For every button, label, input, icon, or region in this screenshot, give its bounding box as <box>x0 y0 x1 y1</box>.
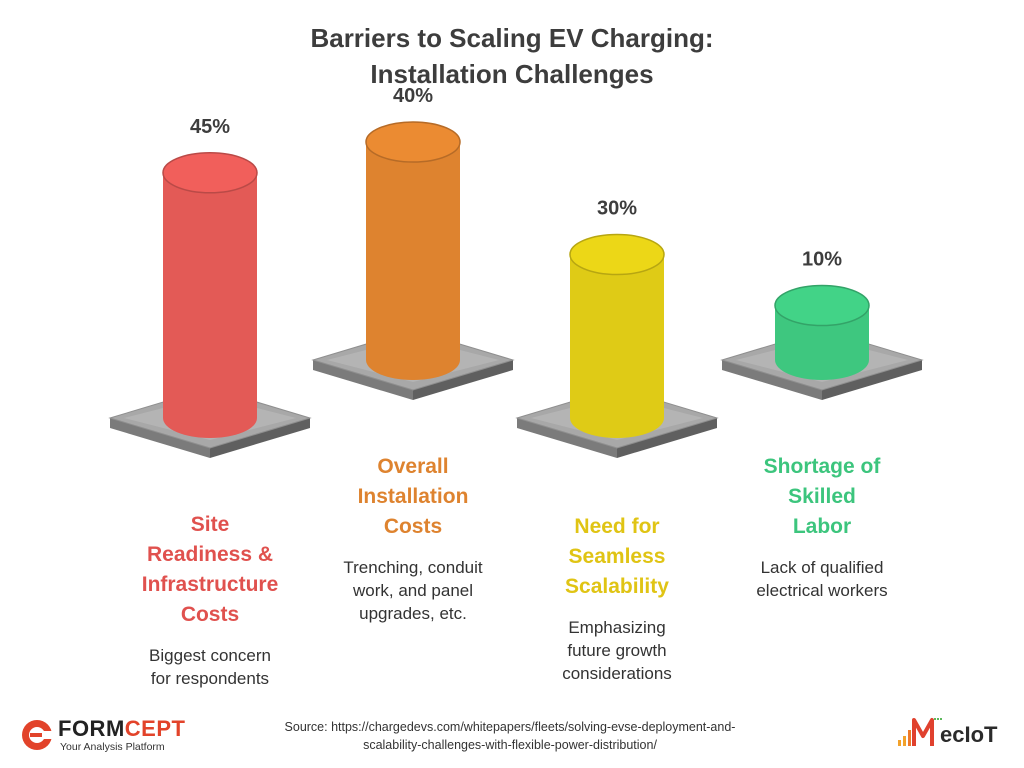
category-label-line: Shortage of <box>763 455 881 478</box>
category-label: Need for Seamless Scalability <box>517 512 717 602</box>
formcept-brand: FORMCEPT <box>58 716 185 742</box>
category-description: Biggest concern for respondents <box>110 644 310 690</box>
category-description: Trenching, conduit work, and panel upgrade… <box>313 556 513 625</box>
formcept-tagline: Your Analysis Platform <box>60 741 165 753</box>
plinth-side-left <box>313 360 413 400</box>
formcept-logo: FORMCEPT Your Analysis Platform <box>20 716 200 756</box>
bar-top <box>569 233 665 276</box>
category-label-line: Need for <box>574 515 660 538</box>
source-note: Source: https://chargedevs.com/whitepape… <box>230 718 790 754</box>
plinth-side-left <box>722 360 822 400</box>
category-description-line: future growth <box>567 641 667 660</box>
title-line-2: Installation Challenges <box>370 59 654 89</box>
category-label-line: Readiness & <box>146 543 274 566</box>
category-description: Emphasizing future growth considerations <box>517 616 717 685</box>
category-description-line: considerations <box>562 664 672 683</box>
category-label-line: Labor <box>792 515 852 538</box>
category-description-line: Trenching, conduit <box>343 558 483 577</box>
bar-body <box>570 254 664 438</box>
bar-body <box>775 305 869 380</box>
category-description-line: for respondents <box>150 669 270 688</box>
value-label: 45% <box>190 116 230 138</box>
category-description-line: Emphasizing <box>568 618 666 637</box>
category-label-line: Skilled <box>788 485 856 508</box>
category-label-line: Seamless <box>568 545 666 568</box>
meciot-logo: ecIoT <box>896 714 1006 754</box>
plinth-side-left <box>517 418 617 458</box>
category-description-line: upgrades, etc. <box>359 604 467 623</box>
bar-body <box>366 142 460 380</box>
title-line-1: Barriers to Scaling EV Charging: <box>310 23 714 53</box>
category-label-line: Overall <box>377 455 449 478</box>
category-label-line: Costs <box>180 603 240 626</box>
category-description-line: work, and panel <box>352 581 474 600</box>
value-label: 30% <box>597 198 637 220</box>
bar-top <box>162 152 258 194</box>
bar-body <box>163 172 257 438</box>
formcept-brand-b: CEPT <box>124 716 186 741</box>
category-description-line: Biggest concern <box>149 646 271 665</box>
plinth-side-right <box>822 360 922 400</box>
plinth-side-left <box>110 418 210 458</box>
plinth-side-right <box>617 418 717 458</box>
plinth-side-right <box>413 360 513 400</box>
category-description-line: Lack of qualified <box>760 558 884 577</box>
category-label: Overall Installation Costs <box>313 452 513 542</box>
meciot-logo-icon <box>898 718 942 746</box>
category-description-line: electrical workers <box>756 581 888 600</box>
category-label-line: Installation <box>357 485 469 508</box>
category-label: Shortage of Skilled Labor <box>722 452 922 542</box>
formcept-logo-icon <box>22 720 54 750</box>
value-label: 10% <box>802 249 842 271</box>
bar-top <box>774 284 870 327</box>
category-description: Lack of qualified electrical workers <box>722 556 922 602</box>
category-label-line: Site <box>190 513 230 536</box>
chart-title: Barriers to Scaling EV Charging: Install… <box>0 20 1024 92</box>
category-label-line: Infrastructure <box>141 573 279 596</box>
source-line-1: Source: https://chargedevs.com/whitepape… <box>284 720 736 734</box>
source-line-2: scalability-challenges-with-flexible-pow… <box>363 738 657 752</box>
value-label: 40% <box>393 85 433 107</box>
plinth-side-right <box>210 418 310 458</box>
meciot-brand: ecIoT <box>940 722 998 747</box>
category-label-line: Costs <box>383 515 443 538</box>
category-label: Site Readiness & Infrastructure Costs <box>110 510 310 630</box>
formcept-brand-a: FORM <box>58 716 125 741</box>
bar-top <box>365 121 461 163</box>
category-label-line: Scalability <box>565 575 669 598</box>
